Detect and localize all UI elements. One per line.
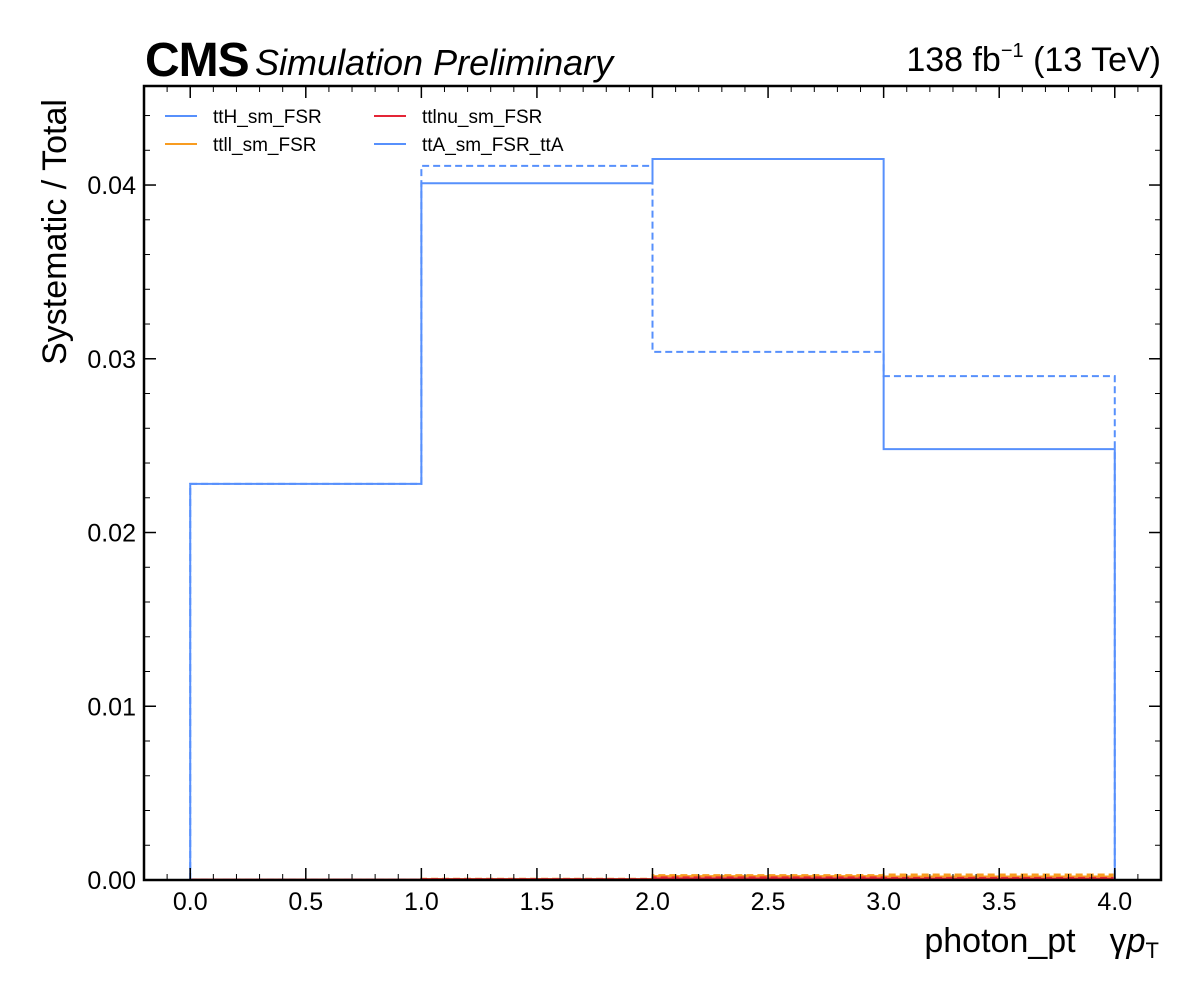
y-axis-title: Systematic / Total [36,99,74,365]
lumi-energy: (13 TeV) [1033,41,1161,79]
x-tick-label: 3.0 [866,888,901,916]
legend: ttH_sm_FSR ttll_sm_FSR ttlnu_sm_FSR ttA_sm_… [165,107,564,156]
y-tick-label: 0.01 [87,693,136,721]
axis-ticks-group: 0.0 0.5 1.0 1.5 2.0 2.5 3.0 3.5 4.0 0.00 0.01 0.02 0… [87,86,1161,916]
y-tick-label: 0.03 [87,346,136,374]
x-axis-symbol-p: p [1126,922,1146,960]
lumi-value: 138 fb [906,41,1001,79]
experiment-label: CMS [145,34,250,87]
x-axis-symbol: γ [1110,922,1127,960]
x-tick-label: 1.0 [404,888,439,916]
x-tick-label: 0.5 [288,888,323,916]
y-tick-label: 0.02 [87,520,136,548]
plot-series-group [189,157,1116,881]
x-tick-label: 2.0 [635,888,670,916]
y-tick-label: 0.00 [87,867,136,895]
y-tick-label: 0.04 [87,172,136,200]
series-tta-sm-fsr-tta-dashed [189,164,1116,880]
x-axis-title: photon_pt γpT [924,922,1159,963]
x-tick-label: 0.0 [173,888,208,916]
x-tick-label: 1.5 [520,888,555,916]
x-axis-symbol-sub: T [1146,938,1159,963]
legend-label: ttH_sm_FSR [213,107,322,128]
legend-label: ttlnu_sm_FSR [422,107,542,128]
x-tick-label: 3.5 [982,888,1017,916]
lumi-exponent: −1 [1000,40,1024,62]
x-tick-label: 4.0 [1097,888,1132,916]
legend-label: ttll_sm_FSR [213,135,316,156]
x-axis-name: photon_pt [924,922,1076,960]
legend-label: ttA_sm_FSR_ttA [422,135,564,156]
x-tick-label: 2.5 [751,888,786,916]
luminosity-label: 138 fb−1 (13 TeV) [906,40,1161,80]
simulation-label: Simulation Preliminary [255,42,614,83]
plot-frame [142,84,1163,882]
chart-header: CMS Simulation Preliminary 138 fb−1 (13 … [0,0,1200,90]
